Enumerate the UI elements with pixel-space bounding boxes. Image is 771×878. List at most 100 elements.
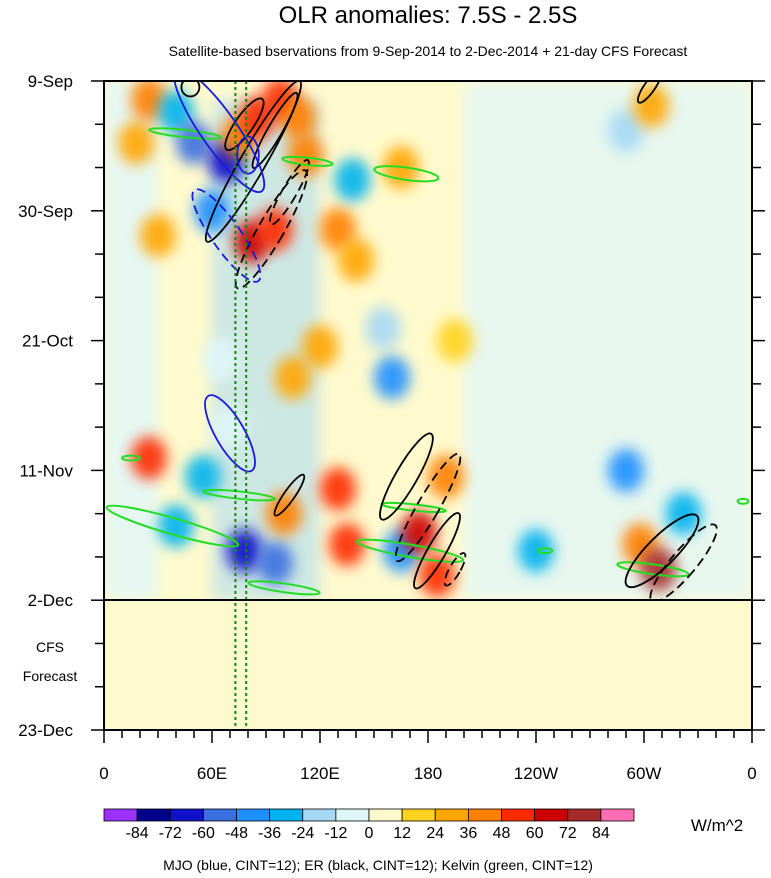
anomaly-blob [334,158,371,202]
mjo-contour [173,81,266,193]
kelvin-contour [105,504,240,548]
kelvin-contour [736,497,750,505]
colorbar-label: 48 [493,825,511,842]
anomaly-blob [131,436,167,480]
kelvin-contour [148,127,222,140]
er-contour [394,452,462,563]
colorbar-label: 36 [459,825,477,842]
x-tick-label: 120W [514,764,558,783]
colorbar-swatch [302,808,337,822]
kelvin-contour [202,488,276,502]
colorbar-label: -60 [192,825,215,842]
colorbar-swatch [434,808,469,822]
kelvin-contour [121,454,141,462]
colorbar-swatch [202,808,237,822]
anomaly-blob [280,96,317,140]
colorbar-swatch [136,808,171,822]
colorbar-label: -84 [126,825,149,842]
anomaly-blob [158,90,194,134]
anomaly-blob [131,81,167,122]
anomaly-blob [158,504,194,548]
anomaly-blob [428,454,464,499]
colorbar-swatch [236,808,271,822]
colorbar-label: 60 [526,825,544,842]
er-contour [268,159,310,226]
anomaly-blob [194,189,230,233]
er-contour [224,97,265,152]
forecast-region [104,600,752,730]
anomaly-blob [665,492,702,536]
colorbar-label: -12 [324,825,347,842]
y-tick-label: 21-Oct [22,332,73,351]
colorbar-swatch [269,808,304,822]
x-tick-label: 60W [627,764,662,783]
forecast-label-line1: CFS [36,639,64,655]
kelvin-contour [281,155,334,167]
colorbar-label: -24 [291,825,314,842]
kelvin-contour [247,580,321,596]
colorbar: -84 -72 -60 -48 -36 -24 -12 0 12 24 36 48 60 72 84 [103,808,635,842]
colorbar-label: -72 [159,825,182,842]
colorbar-label: 0 [365,825,374,842]
anomaly-blob [212,405,248,449]
mjo-contour [204,394,256,473]
x-tick-label: 0 [747,764,756,783]
anomaly-blob [185,454,221,499]
anomaly-blob [608,108,644,153]
anomaly-blob [608,448,644,493]
x-tick-label: 120E [300,764,340,783]
x-tick-label: 0 [99,764,108,783]
y-axis: 9-Sep 30-Sep 21-Oct 11-Nov 2-Dec 23-Dec [18,72,765,740]
anomaly-blob [320,467,356,511]
colorbar-label: 24 [426,825,444,842]
anomaly-blob [401,510,437,554]
x-axis: 0 60E 120E 180 120W 60W 0 [99,730,757,783]
y-tick-label: 2-Dec [28,591,74,610]
kelvin-contour [616,561,690,578]
anomaly-blob [140,213,176,258]
wave-contours [105,81,750,600]
colorbar-swatch [103,808,138,822]
colorbar-swatch [567,808,602,822]
er-contour [180,81,201,98]
colorbar-swatch [335,808,370,822]
anomaly-blob [302,325,338,369]
anomaly-blob [257,207,293,251]
anomaly-blob [203,337,239,381]
er-contour [234,169,309,290]
anomaly-blob [338,238,374,282]
x-tick-label: 180 [414,764,442,783]
colorbar-label: -36 [258,825,281,842]
anomaly-blob [640,547,677,591]
kelvin-contour [355,538,465,563]
er-contour [443,552,467,587]
er-contour [273,473,306,517]
colorbar-swatch [169,808,204,822]
mjo-contour [191,188,262,283]
chart-subtitle: Satellite-based bservations from 9-Sep-2… [169,43,688,59]
colorbar-swatch [534,808,569,822]
anomaly-blob [437,318,473,363]
colorbar-units: W/m^2 [691,816,743,835]
anomaly-blob [226,529,263,573]
er-contour [649,523,718,600]
colorbar-label: 12 [393,825,411,842]
kelvin-contour [536,547,554,555]
anomaly-blob [257,541,293,585]
anomaly-blob [266,492,302,536]
colorbar-swatch [401,808,436,822]
overlay-legend: MJO (blue, CINT=12); ER (black, CINT=12)… [163,857,593,873]
y-tick-label: 9-Sep [28,72,73,91]
colorbar-swatch [600,808,635,822]
field-region-east [464,81,752,600]
anomaly-blob [275,356,311,400]
colorbar-swatch [368,808,403,822]
colorbar-label: -48 [225,825,248,842]
forecast-label-line2: Forecast [23,668,78,684]
y-tick-label: 30-Sep [18,202,73,221]
kelvin-contour [373,165,440,183]
colorbar-label: 72 [559,825,577,842]
anomaly-blob [329,522,365,567]
colorbar-swatch [467,808,502,822]
